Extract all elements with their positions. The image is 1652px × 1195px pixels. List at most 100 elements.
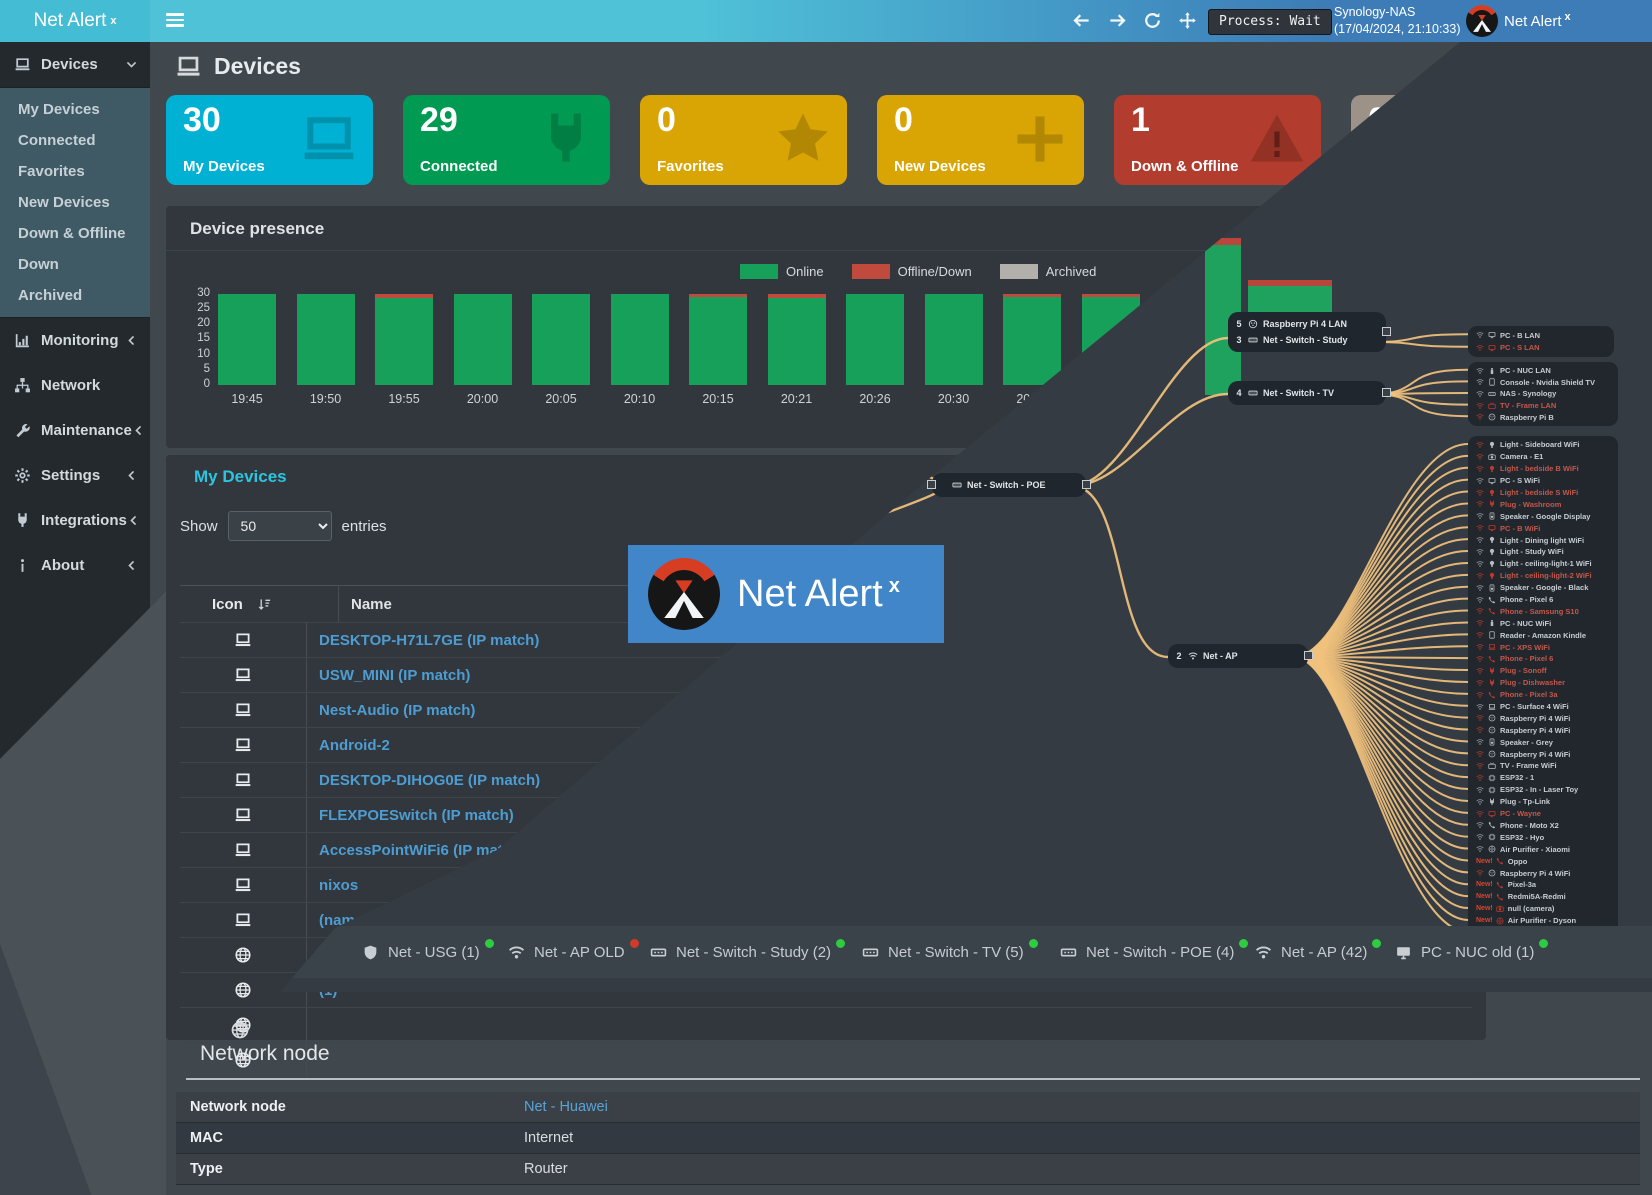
leaf-node[interactable]: Raspberry Pi 4 WiFi xyxy=(1468,748,1618,760)
leaf-node[interactable]: Phone - Pixel 6 xyxy=(1468,594,1618,606)
device-link[interactable]: nixos xyxy=(319,876,359,894)
leaf-node[interactable]: PC - XPS WiFi xyxy=(1468,641,1618,653)
sidebar-item-maintenance[interactable]: Maintenance xyxy=(0,408,150,453)
leaf-node[interactable]: Light - Sideboard WiFi xyxy=(1468,439,1618,451)
leaf-node[interactable]: Plug - Tp-Link xyxy=(1468,796,1618,808)
leaf-node[interactable]: Light - bedside S WiFi xyxy=(1468,487,1618,499)
sidebar-item-about[interactable]: About xyxy=(0,543,150,588)
entries-select[interactable]: 50 xyxy=(227,511,332,541)
leaf-node[interactable]: New! Oppo xyxy=(1476,856,1528,866)
menu-toggle-icon[interactable] xyxy=(166,13,184,29)
node-tab-net-usg-1[interactable]: Net - USG (1) xyxy=(362,926,494,978)
leaf-node[interactable]: PC - Wayne xyxy=(1468,808,1618,820)
node-tab-pc-nuc-old-1[interactable]: PC - NUC old (1) xyxy=(1395,926,1549,978)
sidebar-item-integrations[interactable]: Integrations xyxy=(0,498,150,543)
leaf-node[interactable]: Light - Dining light WiFi xyxy=(1468,534,1618,546)
topology-hub-ap[interactable]: 2 Net - AP xyxy=(1168,644,1313,668)
leaf-node[interactable]: Plug - Dishwasher xyxy=(1468,677,1618,689)
sidebar-subitem-archived[interactable]: Archived xyxy=(18,287,83,304)
sidebar-subitem-connected[interactable]: Connected xyxy=(18,132,96,149)
leaf-node[interactable]: Light - Study WiFi xyxy=(1468,546,1618,558)
stat-tile-my-devices[interactable]: 30 My Devices xyxy=(166,95,373,185)
leaf-node[interactable]: PC - B WiFi xyxy=(1468,522,1618,534)
leaf-node[interactable]: Phone - Samsung S10 xyxy=(1468,605,1618,617)
topology-hub-study[interactable]: 5 Raspberry Pi 4 LAN 3 Net - Switch - Study xyxy=(1228,312,1391,352)
back-arrow-icon[interactable] xyxy=(1072,11,1091,30)
leaf-node[interactable]: Raspberry Pi 4 WiFi xyxy=(1468,724,1618,736)
leaf-node[interactable]: Reader - Amazon Kindle xyxy=(1468,629,1618,641)
device-link[interactable]: DESKTOP-H71L7GE (IP match) xyxy=(319,631,540,649)
node-link[interactable]: Net - Huawei xyxy=(524,1099,608,1115)
device-link[interactable]: Android-2 xyxy=(319,736,390,754)
leaf-node[interactable]: TV - Frame LAN xyxy=(1468,400,1618,412)
leaf-node[interactable]: PC - Surface 4 WiFi xyxy=(1468,701,1618,713)
node-tab-net-switch-study-2[interactable]: Net - Switch - Study (2) xyxy=(650,926,846,978)
leaf-node[interactable]: PC - NUC LAN xyxy=(1468,365,1618,377)
leaf-node[interactable]: ESP32 - In - Laser Toy xyxy=(1468,784,1618,796)
pi-icon xyxy=(1488,750,1496,758)
sidebar-subitem-down[interactable]: Down xyxy=(18,256,59,273)
leaf-node[interactable]: Plug - Washroom xyxy=(1468,498,1618,510)
forward-arrow-icon[interactable] xyxy=(1108,11,1127,30)
sidebar-subitem-new-devices[interactable]: New Devices xyxy=(18,194,110,211)
app-logo[interactable]: Net Alert x xyxy=(0,0,150,42)
leaf-node[interactable]: New! null (camera) xyxy=(1476,904,1555,914)
leaf-node[interactable]: NAS - Synology xyxy=(1468,388,1618,400)
leaf-node[interactable]: Speaker - Grey xyxy=(1468,736,1618,748)
stat-tile-favorites[interactable]: 0 Favorites xyxy=(640,95,847,185)
leaf-node[interactable]: ESP32 - Hyo xyxy=(1468,831,1618,843)
node-tab-net-switch-poe-4[interactable]: Net - Switch - POE (4) xyxy=(1060,926,1249,978)
sidebar-item-devices[interactable]: Devices xyxy=(0,42,150,87)
leaf-node[interactable]: PC - NUC WiFi xyxy=(1468,617,1618,629)
leaf-node[interactable]: Phone - Moto X2 xyxy=(1468,820,1618,832)
leaf-node[interactable]: Light - ceiling-light-1 WiFi xyxy=(1468,558,1618,570)
leaf-node[interactable]: Raspberry Pi B xyxy=(1468,411,1618,423)
move-icon[interactable] xyxy=(1178,11,1197,30)
leaf-node[interactable]: TV - Frame WiFi xyxy=(1468,760,1618,772)
node-tab-net-ap-old[interactable]: Net - AP OLD xyxy=(508,926,639,978)
leaf-node[interactable]: Camera - E1 xyxy=(1468,451,1618,463)
device-link[interactable]: Nest-Audio (IP match) xyxy=(319,701,476,719)
sidebar-item-settings[interactable]: Settings xyxy=(0,453,150,498)
stat-tile-connected[interactable]: 29 Connected xyxy=(403,95,610,185)
leaf-node[interactable]: PC - B LAN xyxy=(1468,329,1614,342)
device-link[interactable]: AccessPointWiFi6 (IP match) xyxy=(319,841,526,859)
leaf-node[interactable]: Plug - Sonoff xyxy=(1468,665,1618,677)
column-icon[interactable]: Icon xyxy=(180,596,338,613)
node-tab-net-ap-42[interactable]: Net - AP (42) xyxy=(1255,926,1382,978)
sidebar-item-network[interactable]: Network xyxy=(0,363,150,408)
leaf-node[interactable]: Console - Nvidia Shield TV xyxy=(1468,377,1618,389)
sidebar-subitem-down-offline[interactable]: Down & Offline xyxy=(18,225,126,242)
sidebar-item-monitoring[interactable]: Monitoring xyxy=(0,318,150,363)
leaf-node[interactable]: Phone - Pixel 6 xyxy=(1468,653,1618,665)
sidebar-subitem-favorites[interactable]: Favorites xyxy=(18,163,85,180)
leaf-node[interactable]: ESP32 - 1 xyxy=(1468,772,1618,784)
leaf-node[interactable]: New! Air Purifier - Dyson xyxy=(1476,916,1577,926)
leaf-node[interactable]: Light - bedside B WiFi xyxy=(1468,463,1618,475)
leaf-node[interactable]: Raspberry Pi 4 WiFi xyxy=(1468,712,1618,724)
leaf-node[interactable]: Air Purifier - Xiaomi xyxy=(1468,843,1618,855)
stat-tile-new-devices[interactable]: 0 New Devices xyxy=(877,95,1084,185)
leaf-node[interactable]: PC - S LAN xyxy=(1468,342,1614,355)
avatar[interactable] xyxy=(1466,5,1498,37)
leaf-node[interactable]: Raspberry Pi 4 WiFi xyxy=(1468,867,1618,879)
leaf-node[interactable]: New! Pixel-3a xyxy=(1476,880,1537,890)
sidebar-subitem-my-devices[interactable]: My Devices xyxy=(18,101,100,118)
node-tab-net-switch-tv-5[interactable]: Net - Switch - TV (5) xyxy=(862,926,1038,978)
leaf-node[interactable]: Speaker - Google - Black xyxy=(1468,582,1618,594)
page-header: Devices xyxy=(175,53,301,80)
device-link[interactable]: DESKTOP-DIHOG0E (IP match) xyxy=(319,771,541,789)
column-name[interactable]: Name xyxy=(338,586,1472,622)
leaf-node[interactable]: Light - ceiling-light-2 WiFi xyxy=(1468,570,1618,582)
leaf-node[interactable]: Phone - Pixel 3a xyxy=(1468,689,1618,701)
device-link[interactable]: USW_MINI (IP match) xyxy=(319,666,471,684)
leaf-node[interactable]: PC - S WiFi xyxy=(1468,475,1618,487)
wifi-icon xyxy=(1476,810,1484,817)
leaf-node[interactable]: Speaker - Google Display xyxy=(1468,510,1618,522)
topology-hub-tv[interactable]: 4 Net - Switch - TV xyxy=(1228,381,1391,405)
leaf-node[interactable]: New! Redmi5A-Redmi xyxy=(1476,892,1566,902)
stat-tile-down-offline[interactable]: 1 Down & Offline xyxy=(1114,95,1321,185)
refresh-icon[interactable] xyxy=(1143,11,1162,30)
device-link[interactable]: FLEXPOESwitch (IP match) xyxy=(319,806,514,824)
topology-hub-poe[interactable]: Net - Switch - POE xyxy=(927,473,1091,497)
